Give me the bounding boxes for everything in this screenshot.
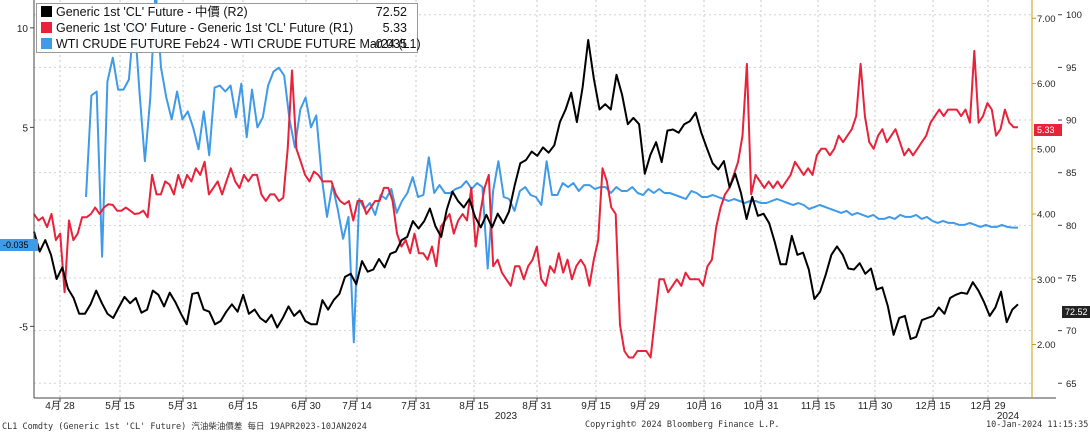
legend-value-wti: -0.035: [371, 37, 407, 51]
series-line-spread: [33, 49, 1018, 359]
x-year-label-0: 2023: [495, 411, 518, 422]
r1-axis-ticks: 2.00 3.00 4.00 5.00 6.00 7.00: [1032, 14, 1056, 351]
series-line-cl: [33, 39, 1019, 340]
r2-tick-label-4: 85: [1066, 168, 1077, 179]
x-axis-ticks: 4月 28 5月 15 5月 31 6月 15 6月 30 7月 14 7月 31 8月 15…: [45, 398, 1020, 422]
x-tick-label-11: 10月 16: [686, 400, 721, 412]
r1-tick-label-3: 5.00: [1037, 144, 1056, 155]
legend-value-spread: 5.33: [382, 21, 407, 35]
x-tick-label-7: 8月 15: [459, 400, 489, 412]
x-tick-label-15: 12月 15: [915, 400, 950, 412]
r2-tick-label-7: 100: [1066, 10, 1082, 21]
x-tick-label-6: 7月 31: [401, 400, 431, 412]
x-tick-label-5: 7月 14: [342, 400, 372, 412]
x-tick-label-10: 9月 29: [630, 400, 660, 412]
r2-tick-label-1: 70: [1066, 326, 1077, 337]
r1-tick-label-2: 4.00: [1037, 210, 1056, 221]
left-tick-label-0: 10: [17, 24, 29, 35]
legend-entry-spread: Generic 1st 'CO' Future - Generic 1st 'C…: [41, 20, 413, 36]
legend-label-cl: Generic 1st 'CL' Future - 中價 (R2): [56, 5, 248, 19]
series-line-wti: [85, 0, 1018, 344]
x-tick-label-3: 6月 15: [228, 400, 258, 412]
r1-tick-label-1: 3.00: [1037, 275, 1056, 286]
left-last-value-tag: -0.035: [0, 239, 38, 251]
r2-tick-label-3: 80: [1066, 221, 1077, 232]
legend-swatch-cl: [41, 6, 52, 17]
r2-axis-ticks: 65 70 75 80 85 90 95 100: [1058, 10, 1082, 390]
x-tick-label-12: 10月 31: [743, 400, 778, 412]
x-tick-label-9: 9月 15: [581, 400, 611, 412]
legend-label-wti: WTI CRUDE FUTURE Feb24 - WTI CRUDE FUTUR…: [56, 37, 421, 51]
legend: Generic 1st 'CL' Future - 中價 (R2) 72.52 …: [36, 3, 421, 53]
x-tick-label-16: 12月 29: [970, 400, 1005, 412]
legend-swatch-wti: [41, 38, 52, 49]
x-tick-label-14: 11月 30: [858, 400, 893, 412]
r2-tick-label-2: 75: [1066, 273, 1077, 284]
r2-tick-label-6: 95: [1066, 63, 1077, 74]
x-tick-label-2: 5月 31: [168, 400, 198, 412]
x-tick-label-4: 6月 30: [291, 400, 321, 412]
r1-tick-label-4: 6.00: [1037, 79, 1056, 90]
x-tick-label-0: 4月 28: [45, 400, 75, 412]
legend-entry-wti: WTI CRUDE FUTURE Feb24 - WTI CRUDE FUTUR…: [41, 36, 421, 52]
legend-label-spread: Generic 1st 'CO' Future - Generic 1st 'C…: [56, 21, 354, 35]
r1-last-value-tag: 5.33: [1034, 124, 1062, 136]
r2-tick-label-5: 90: [1066, 116, 1077, 127]
footer-left: CL1 Comdty (Generic 1st 'CL' Future) 汽油柴…: [2, 422, 367, 432]
left-tick-label-2: -5: [19, 322, 28, 333]
left-tick-label-1: 5: [22, 123, 28, 134]
series-layer: [33, 0, 1019, 359]
gridlines: [34, 0, 1032, 398]
legend-value-cl: 72.52: [375, 5, 407, 19]
footer-right: 10-Jan-2024 11:15:35: [986, 420, 1089, 430]
footer-center: Copyright© 2024 Bloomberg Finance L.P.: [585, 420, 780, 430]
r1-tick-label-0: 2.00: [1037, 340, 1056, 351]
legend-swatch-spread: [41, 22, 52, 33]
axes: [33, 0, 1056, 399]
legend-entry-cl: Generic 1st 'CL' Future - 中價 (R2) 72.52: [41, 4, 413, 20]
x-tick-label-1: 5月 15: [105, 400, 135, 412]
x-year-label-1: 2024: [997, 411, 1020, 422]
r2-tick-label-0: 65: [1066, 379, 1077, 390]
x-tick-label-13: 11月 15: [801, 400, 836, 412]
r1-tick-label-5: 7.00: [1037, 14, 1056, 25]
x-tick-label-8: 8月 31: [522, 400, 552, 412]
r2-last-value-tag: 72.52: [1062, 306, 1090, 318]
left-axis-ticks: 10 5 -5: [17, 24, 34, 333]
